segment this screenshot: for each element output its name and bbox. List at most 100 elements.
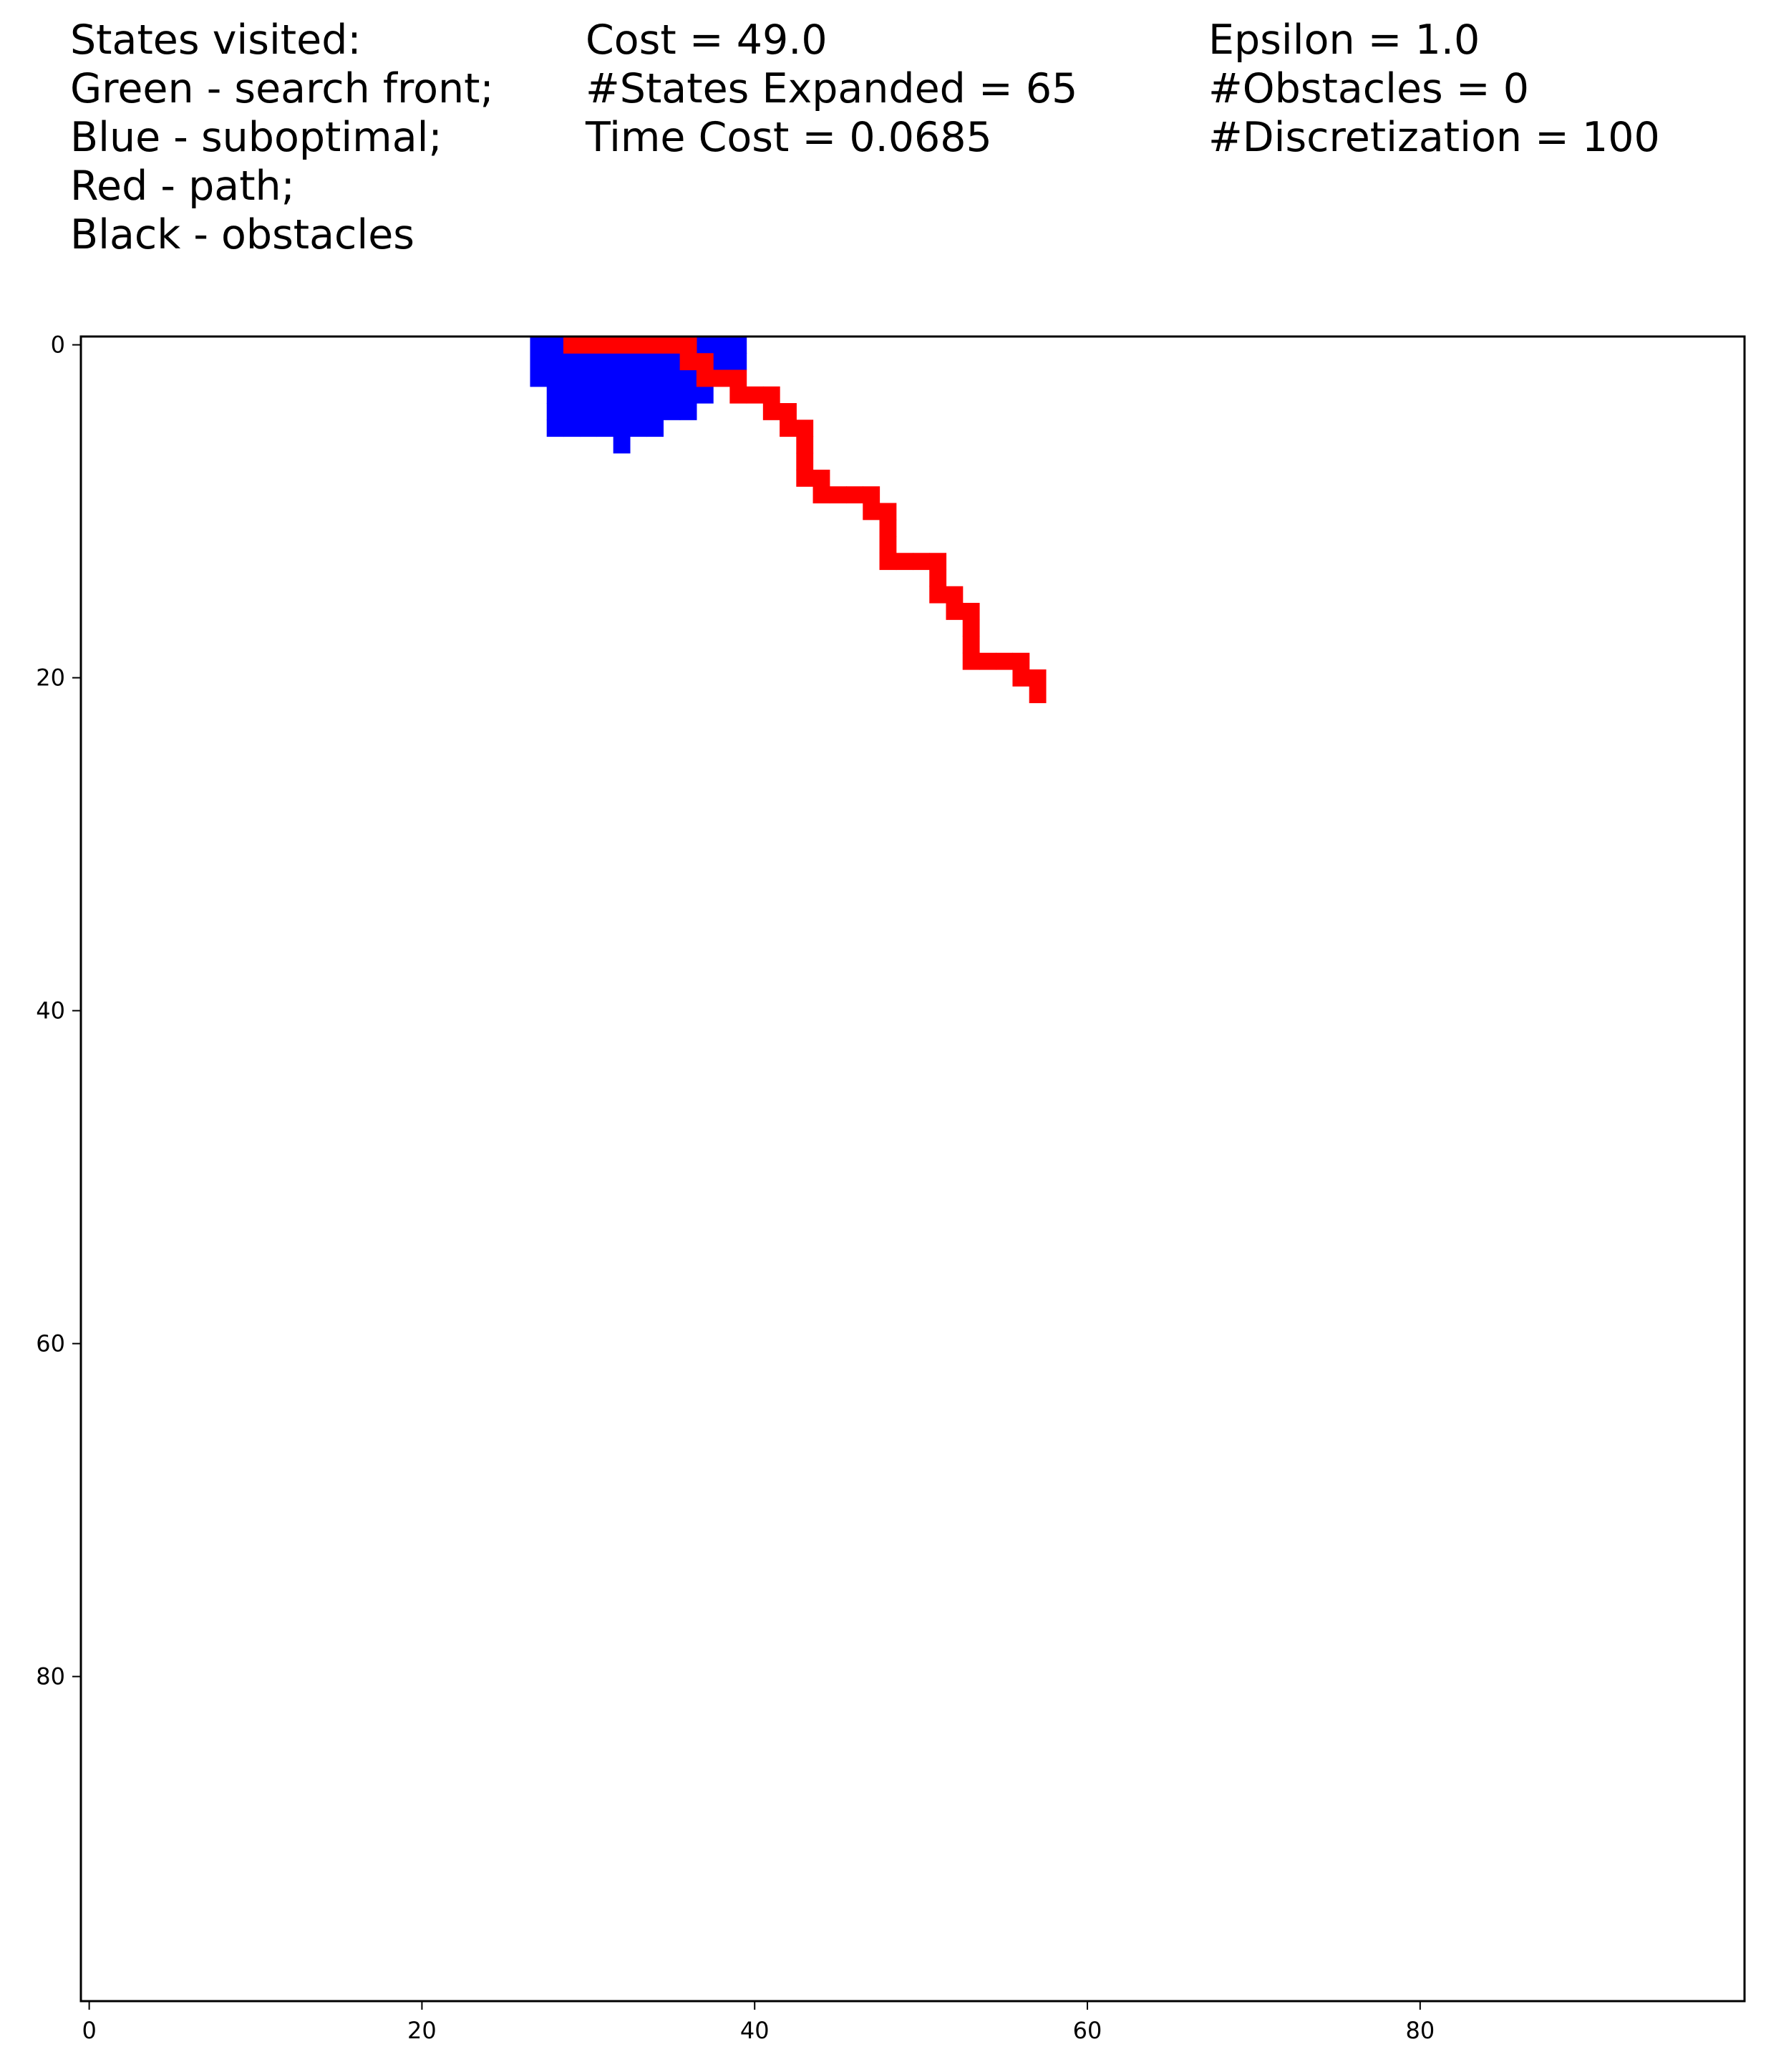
path-cell: [962, 636, 980, 654]
legend-line: Red - path;: [70, 163, 295, 210]
suboptimal-cell: [563, 420, 581, 437]
legend-line: Blue - suboptimal;: [70, 114, 442, 161]
suboptimal-cell: [646, 403, 664, 420]
path-cell: [696, 369, 714, 387]
path-cell: [896, 553, 913, 571]
path-cell: [996, 652, 1014, 670]
path-cell: [629, 337, 647, 354]
path-cell: [962, 619, 980, 637]
path-cell: [563, 337, 581, 354]
path-cell: [596, 337, 614, 354]
suboptimal-cell: [546, 369, 564, 387]
path-cell: [646, 337, 664, 354]
y-tick-label: 40: [36, 997, 65, 1025]
x-tick-label: 0: [82, 2017, 96, 2044]
suboptimal-cell: [696, 337, 714, 354]
suboptimal-cell: [663, 386, 681, 404]
suboptimal-cell: [530, 369, 548, 387]
legend-line: States visited:: [70, 16, 362, 64]
path-cell: [663, 337, 681, 354]
suboptimal-cell: [679, 369, 697, 387]
path-cell: [863, 503, 880, 521]
suboptimal-cell: [563, 369, 581, 387]
path-cell: [796, 436, 814, 454]
suboptimal-cell: [563, 353, 581, 371]
path-cell: [962, 603, 980, 620]
suboptimal-cell: [563, 386, 581, 404]
path-cell: [713, 369, 730, 387]
x-tick-label: 60: [1073, 2017, 1102, 2044]
path-cell: [879, 503, 897, 521]
suboptimal-cell: [530, 337, 548, 354]
suboptimal-cell: [696, 386, 714, 404]
y-tick-label: 80: [36, 1663, 65, 1690]
suboptimal-cell: [646, 386, 664, 404]
suboptimal-cell: [629, 353, 647, 371]
path-cell: [962, 652, 980, 670]
figure-header: States visited: Green - search front; Bl…: [0, 0, 1766, 272]
path-cell: [829, 486, 847, 504]
path-cell: [929, 586, 947, 604]
stat-states-expanded: #States Expanded = 65: [586, 65, 1078, 112]
path-cell: [929, 553, 947, 571]
grid-cells: [530, 337, 1047, 704]
suboptimal-cell: [646, 353, 664, 371]
suboptimal-cell: [546, 403, 564, 420]
suboptimal-cell: [663, 369, 681, 387]
suboptimal-cell: [596, 420, 614, 437]
suboptimal-cell: [580, 386, 598, 404]
suboptimal-cell: [613, 436, 631, 454]
suboptimal-cell: [580, 369, 598, 387]
stat-cost: Cost = 49.0: [586, 16, 828, 64]
path-cell: [913, 553, 930, 571]
path-cell: [979, 652, 996, 670]
suboptimal-cell: [580, 420, 598, 437]
suboptimal-cell: [613, 403, 631, 420]
path-cell: [696, 353, 714, 371]
path-cell: [796, 420, 814, 437]
path-cell: [796, 470, 814, 487]
path-cell: [796, 452, 814, 470]
path-cell: [1012, 669, 1030, 687]
suboptimal-cell: [613, 386, 631, 404]
suboptimal-cell: [613, 353, 631, 371]
path-cell: [729, 369, 747, 387]
suboptimal-cell: [580, 403, 598, 420]
x-axis-ticks: 0 20 40 60 80: [82, 2001, 1435, 2044]
stat-time-cost: Time Cost = 0.0685: [586, 114, 992, 161]
suboptimal-cell: [646, 420, 664, 437]
path-cell: [812, 470, 830, 487]
path-cell: [762, 403, 780, 420]
suboptimal-cell: [530, 353, 548, 371]
suboptimal-cell: [663, 403, 681, 420]
suboptimal-cell: [546, 386, 564, 404]
path-cell: [1012, 652, 1030, 670]
path-cell: [863, 486, 880, 504]
search-stats-text: Cost = 49.0 #States Expanded = 65 Time C…: [586, 16, 1077, 162]
path-cell: [746, 386, 764, 404]
path-cell: [929, 569, 947, 587]
suboptimal-cell: [646, 369, 664, 387]
x-tick-label: 40: [740, 2017, 770, 2044]
path-cell: [812, 486, 830, 504]
path-cell: [780, 420, 797, 437]
suboptimal-cell: [729, 353, 747, 371]
suboptimal-cell: [629, 403, 647, 420]
suboptimal-cell: [713, 353, 730, 371]
param-obstacles: #Obstacles = 0: [1208, 65, 1529, 112]
path-cell: [679, 353, 697, 371]
y-tick-label: 60: [36, 1330, 65, 1357]
suboptimal-cell: [679, 386, 697, 404]
path-cell: [879, 536, 897, 553]
path-cell: [946, 586, 964, 604]
path-cell: [780, 403, 797, 420]
legend-line: Green - search front;: [70, 65, 494, 112]
path-cell: [729, 386, 747, 404]
suboptimal-cell: [729, 337, 747, 354]
y-tick-label: 20: [36, 664, 65, 692]
suboptimal-cell: [546, 337, 564, 354]
suboptimal-cell: [596, 369, 614, 387]
suboptimal-cell: [596, 403, 614, 420]
suboptimal-cell: [663, 353, 681, 371]
